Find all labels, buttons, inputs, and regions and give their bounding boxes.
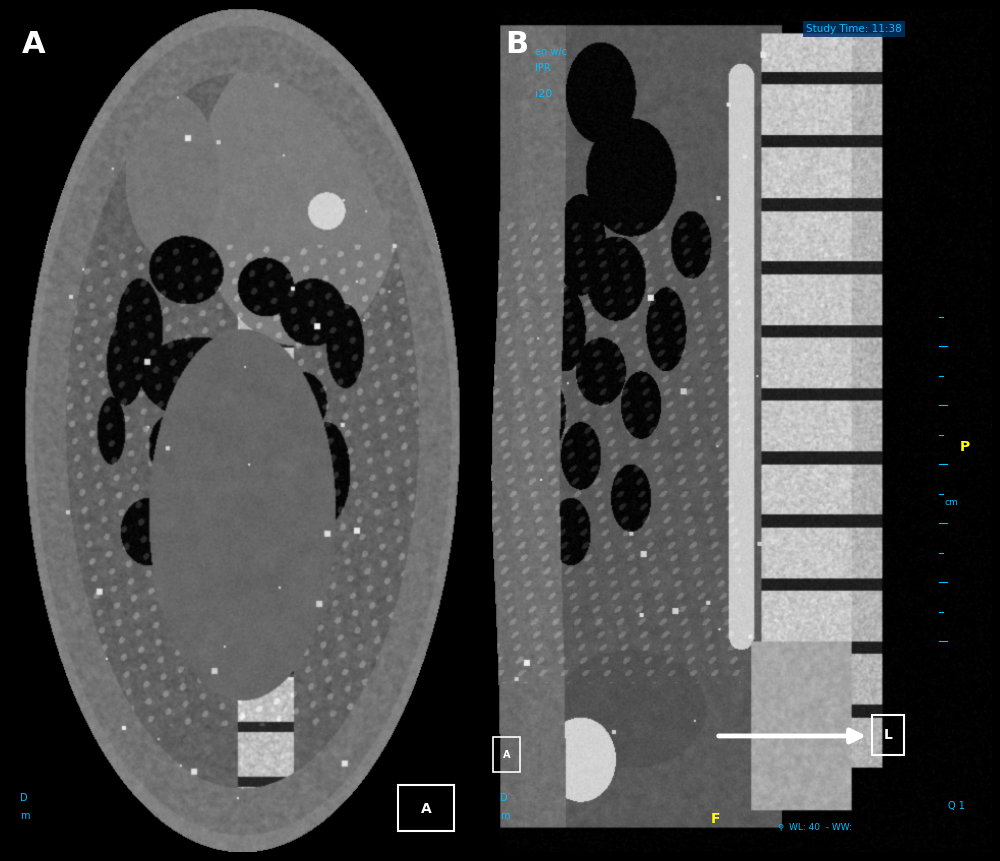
Text: ⚲: ⚲: [777, 822, 783, 832]
Bar: [872, 715, 904, 755]
Text: D: D: [20, 792, 27, 802]
Bar: [398, 785, 454, 832]
Text: IPR: IPR: [535, 64, 551, 73]
Bar: [493, 737, 520, 772]
Text: A: A: [22, 30, 46, 59]
Text: A: A: [503, 750, 510, 759]
Text: P: P: [959, 440, 970, 455]
Text: F: F: [711, 812, 721, 826]
Text: A: A: [421, 802, 431, 815]
Text: cm: cm: [945, 498, 959, 507]
Text: L: L: [884, 728, 893, 742]
Text: en w/c: en w/c: [535, 46, 567, 57]
Text: m: m: [20, 811, 29, 821]
Text: Q 1: Q 1: [948, 801, 965, 811]
Text: i20: i20: [535, 89, 552, 99]
Text: Study Time: 11:38: Study Time: 11:38: [806, 24, 902, 34]
Text: D: D: [500, 792, 508, 802]
Text: m: m: [500, 811, 510, 821]
Text: B: B: [505, 30, 528, 59]
Text: WL: 40  - WW:: WL: 40 - WW:: [789, 822, 852, 832]
